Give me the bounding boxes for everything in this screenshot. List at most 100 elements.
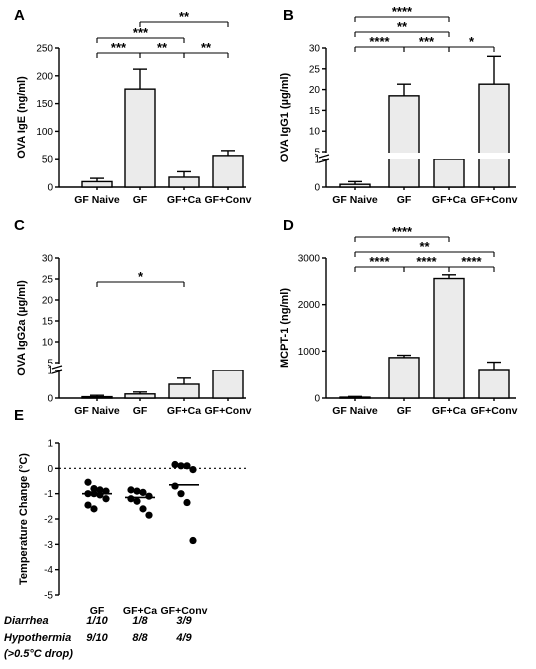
table-row-label: (>0.5°C drop) — [4, 648, 73, 660]
data-point-e — [96, 491, 104, 499]
y-tick-label-c: 0 — [47, 394, 53, 405]
x-tick-label-c: GF+Ca — [167, 405, 201, 417]
y-tick-label-e: -2 — [44, 515, 53, 526]
x-tick-label-c: GF Naive — [74, 405, 120, 417]
significance-label-d: **** — [369, 254, 390, 269]
x-tick-label-e: GF — [90, 605, 105, 617]
y-tick-label-a: 250 — [36, 44, 53, 55]
data-point-e — [145, 492, 153, 500]
panel-label-a: A — [14, 7, 25, 24]
x-tick-label-b: GF+Conv — [471, 194, 518, 206]
y-tick-label-c: 5 — [47, 359, 53, 370]
y-tick-label-a: 100 — [36, 127, 53, 138]
x-tick-label-d: GF+Ca — [432, 405, 466, 417]
axis-break-mark-b — [318, 158, 330, 163]
bar-a — [168, 176, 200, 188]
x-tick-label-a: GF+Ca — [167, 194, 201, 206]
axis-break-mark-b — [318, 154, 330, 159]
bar-a — [124, 88, 156, 188]
data-point-e — [139, 488, 147, 496]
y-tick-label-e: 1 — [47, 439, 53, 450]
data-point-e — [102, 495, 110, 503]
axis-break-gap-b — [318, 153, 516, 159]
bar-b — [339, 183, 371, 188]
significance-label-b: * — [469, 34, 475, 49]
data-point-e — [189, 536, 197, 545]
table-cell: 9/10 — [86, 632, 108, 644]
y-tick-label-a: 150 — [36, 99, 53, 110]
y-tick-label-c: 1 — [47, 366, 53, 377]
y-tick-label-a: 0 — [47, 183, 53, 194]
table-cell: 8/8 — [132, 632, 148, 644]
x-tick-label-c: GF — [133, 405, 148, 417]
data-point-e — [171, 482, 179, 490]
y-tick-label-c: 15 — [42, 317, 54, 328]
significance-label-c: * — [138, 269, 144, 284]
significance-label-d: **** — [416, 254, 437, 269]
y-tick-label-b: 10 — [309, 127, 321, 138]
x-tick-label-e: GF+Ca — [123, 605, 157, 617]
table-cell: 1/10 — [86, 615, 108, 627]
axis-break-mark-c — [51, 369, 63, 374]
data-point-e — [84, 478, 92, 486]
table-cell: 1/8 — [132, 615, 148, 627]
bar-d — [339, 396, 371, 399]
panel-label-e: E — [14, 407, 24, 424]
axis-break-mark-c — [51, 365, 63, 370]
significance-label-a: ** — [201, 40, 212, 55]
bar-a — [81, 180, 113, 188]
bar-c — [124, 393, 156, 399]
y-tick-label-d: 1000 — [298, 347, 321, 358]
y-tick-label-e: 0 — [47, 464, 53, 475]
significance-label-d: **** — [392, 224, 413, 239]
significance-label-b: **** — [392, 4, 413, 19]
significance-label-b: *** — [419, 34, 435, 49]
data-point-e — [177, 490, 185, 498]
bar-b — [388, 95, 420, 188]
y-tick-label-a: 50 — [42, 155, 54, 166]
y-axis-label-e: Temperature Change (°C) — [18, 453, 30, 585]
y-axis-label-d: MCPT-1 (ng/ml) — [279, 288, 291, 368]
x-tick-label-b: GF Naive — [332, 194, 378, 206]
x-tick-label-a: GF — [133, 194, 148, 206]
data-point-e — [127, 486, 135, 494]
y-tick-label-b: 1 — [314, 155, 320, 166]
data-point-e — [84, 501, 92, 509]
y-tick-label-c: 25 — [42, 275, 54, 286]
x-tick-label-a: GF+Conv — [205, 194, 252, 206]
data-point-e — [177, 462, 185, 470]
bar-b — [433, 158, 465, 188]
data-point-e — [183, 498, 191, 507]
data-point-e — [133, 487, 141, 495]
table-row-label: Diarrhea — [4, 615, 49, 627]
data-point-e — [96, 486, 104, 494]
significance-label-a: *** — [133, 25, 149, 40]
bar-d — [388, 357, 420, 399]
axis-break-gap-c — [51, 364, 246, 370]
y-tick-label-c: 10 — [42, 338, 54, 349]
y-tick-label-d: 3000 — [298, 254, 321, 265]
panel-label-b: B — [283, 7, 294, 24]
y-tick-label-b: 0 — [314, 183, 320, 194]
x-tick-label-b: GF+Ca — [432, 194, 466, 206]
y-tick-label-c: 30 — [42, 254, 54, 265]
x-tick-label-d: GF — [397, 405, 412, 417]
x-tick-label-d: GF Naive — [332, 405, 378, 417]
significance-label-b: ** — [397, 19, 408, 34]
data-point-e — [90, 505, 98, 513]
y-tick-label-b: 5 — [314, 148, 320, 159]
y-axis-label-b: OVA IgG1 (µg/ml) — [279, 72, 291, 162]
y-tick-label-e: -4 — [44, 565, 53, 576]
x-tick-label-a: GF Naive — [74, 194, 120, 206]
table-cell: 4/9 — [175, 632, 192, 644]
y-tick-label-e: -1 — [44, 489, 53, 500]
panel-label-d: D — [283, 217, 294, 234]
bar-d — [433, 277, 465, 399]
panel-label-c: C — [14, 217, 25, 234]
y-axis-label-c: OVA IgG2a (µg/ml) — [16, 280, 28, 376]
data-point-e — [90, 485, 98, 493]
y-tick-label-b: 15 — [309, 106, 321, 117]
x-tick-label-b: GF — [397, 194, 412, 206]
significance-label-d: ** — [419, 239, 430, 254]
